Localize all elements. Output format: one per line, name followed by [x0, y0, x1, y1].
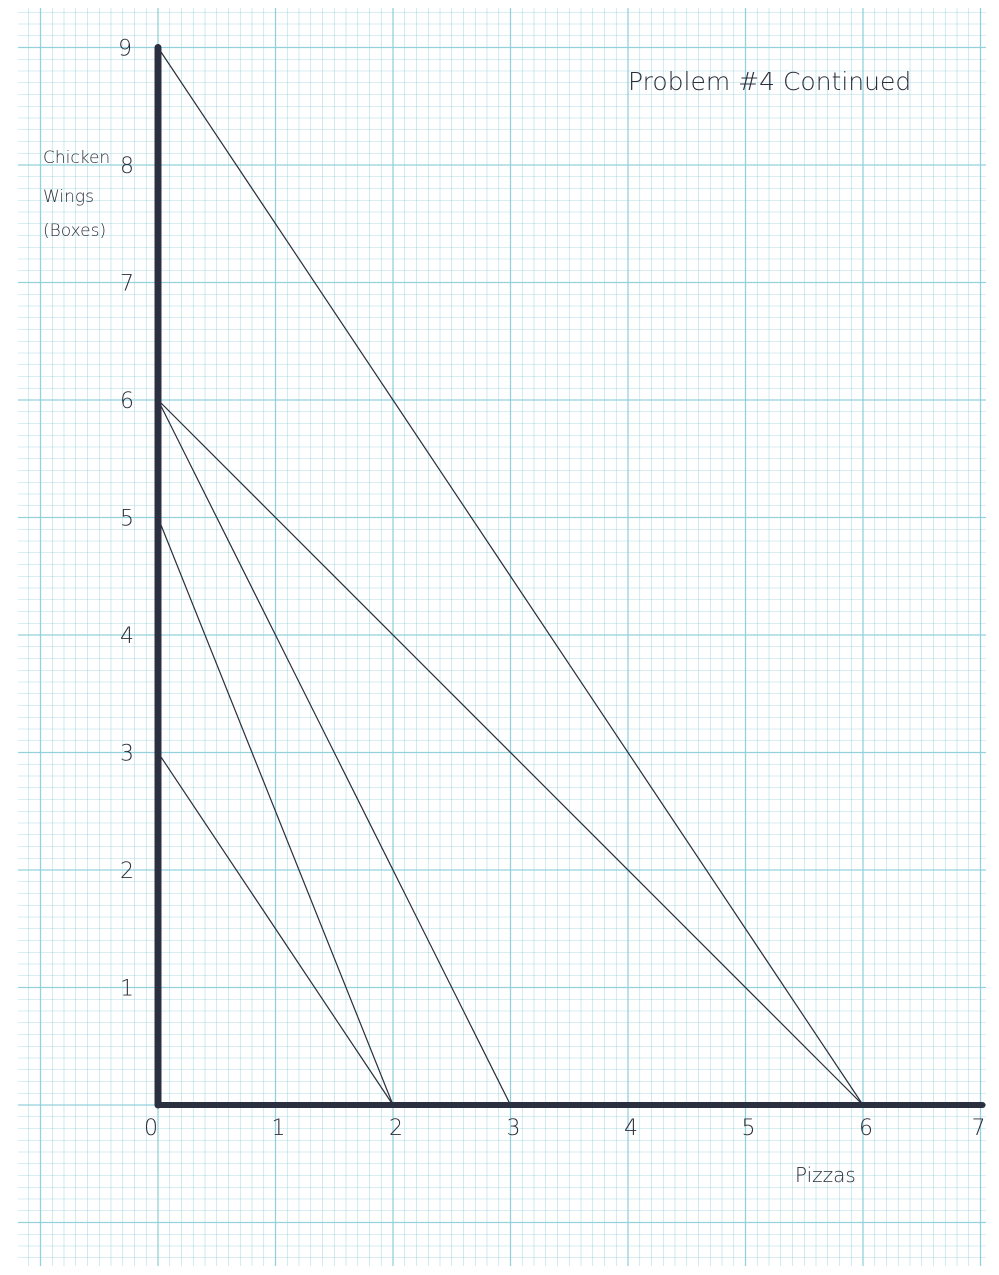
y-tick-label: 4 — [120, 624, 134, 649]
budget-line-3 — [157, 399, 512, 1106]
y-tick-label: 6 — [120, 389, 134, 414]
axes — [154, 44, 986, 1109]
y-axis-label-line3: (Boxes) — [43, 221, 106, 241]
y-tick-label: 7 — [120, 272, 134, 297]
x-tick-label: 1 — [272, 1116, 286, 1141]
tick-labels: 0 1 2 3 4 5 6 7 1 2 3 4 5 6 7 8 9 — [118, 37, 986, 1142]
x-tick-label: 7 — [972, 1116, 986, 1141]
y-tick-label: 2 — [120, 859, 134, 884]
budget-lines — [157, 47, 864, 1106]
x-tick-label: 5 — [742, 1116, 756, 1141]
x-tick-label: 3 — [507, 1116, 521, 1141]
x-tick-label: 6 — [859, 1116, 873, 1141]
y-tick-label: 5 — [120, 507, 134, 532]
y-tick-label: 1 — [120, 977, 134, 1002]
budget-line-2 — [157, 399, 864, 1106]
x-tick-label: 4 — [624, 1116, 638, 1141]
chart-title: Problem #4 Continued — [628, 67, 911, 96]
budget-line-1 — [157, 47, 864, 1106]
y-tick-label: 9 — [118, 37, 132, 62]
y-tick-label: 8 — [120, 154, 134, 179]
x-tick-label: 2 — [389, 1116, 403, 1141]
y-axis-label-line2: Wings — [43, 187, 94, 207]
graph-paper-grid — [18, 8, 986, 1266]
x-tick-label: 0 — [144, 1116, 158, 1141]
y-tick-label: 3 — [120, 742, 134, 767]
budget-line-5 — [157, 752, 394, 1106]
budget-line-4 — [157, 517, 394, 1106]
x-axis-label: Pizzas — [795, 1163, 856, 1187]
y-axis-label-line1: Chicken — [43, 148, 110, 168]
